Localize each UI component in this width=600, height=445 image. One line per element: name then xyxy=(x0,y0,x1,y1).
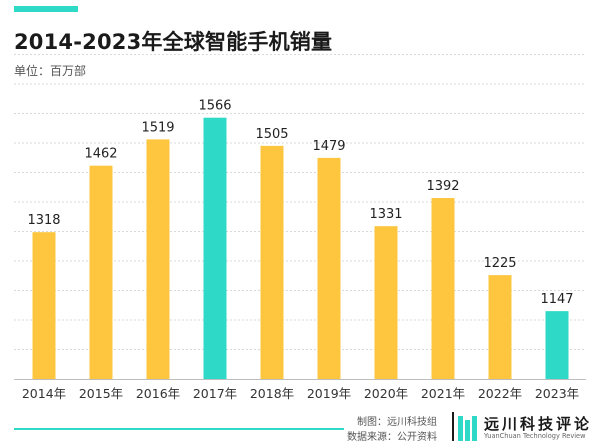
brand-name-en: YuanChuan Technology Review xyxy=(484,432,586,440)
x-tick-label: 2019年 xyxy=(307,386,351,401)
bar-chart: 1318 2014年 1462 2015年 1519 2016年 1566 2017年 1505… xyxy=(14,54,586,401)
x-tick-label: 2014年 xyxy=(22,386,66,401)
footer-accent-line xyxy=(14,428,344,430)
data-label: 1331 xyxy=(369,207,402,222)
data-label: 1505 xyxy=(255,127,288,142)
x-tick-label: 2023年 xyxy=(535,386,579,401)
credit-source: 数据来源：公开资料 xyxy=(347,432,437,443)
data-label: 1318 xyxy=(27,213,60,228)
x-tick-label: 2018年 xyxy=(250,386,294,401)
bar-2014年 xyxy=(32,232,56,379)
bar-2018年 xyxy=(260,145,284,379)
bar-2017年 xyxy=(203,117,227,380)
x-tick-label: 2016年 xyxy=(136,386,180,401)
credit-maker: 制图：远川科技组 xyxy=(357,417,437,428)
bar-2023年 xyxy=(545,311,569,379)
data-label: 1147 xyxy=(540,292,573,307)
bar-2021年 xyxy=(431,198,455,379)
data-label: 1519 xyxy=(141,120,174,135)
x-tick-label: 2015年 xyxy=(79,386,123,401)
bar-2020年 xyxy=(374,226,398,379)
x-tick-label: 2020年 xyxy=(364,386,408,401)
x-tick-label: 2021年 xyxy=(421,386,465,401)
bar-2019年 xyxy=(317,157,341,379)
data-label: 1392 xyxy=(426,179,459,194)
data-label: 1566 xyxy=(198,99,231,114)
brand-mark-icon xyxy=(452,412,477,441)
bar-2016年 xyxy=(146,139,170,379)
data-label: 1225 xyxy=(483,256,516,271)
chart-title: 2014-2023年全球智能手机销量 xyxy=(14,30,333,54)
data-label: 1462 xyxy=(84,147,117,162)
data-label: 1479 xyxy=(312,139,345,154)
x-tick-label: 2022年 xyxy=(478,386,522,401)
bar-2022年 xyxy=(488,275,512,379)
x-tick-label: 2017年 xyxy=(193,386,237,401)
brand-name-cn: 远川科技评论 xyxy=(484,415,593,433)
brand-logo: 远川科技评论 YuanChuan Technology Review xyxy=(452,412,598,442)
bar-2015年 xyxy=(89,165,113,379)
title-accent-bar xyxy=(14,6,78,12)
unit-label: 单位：百万部 xyxy=(14,64,87,78)
